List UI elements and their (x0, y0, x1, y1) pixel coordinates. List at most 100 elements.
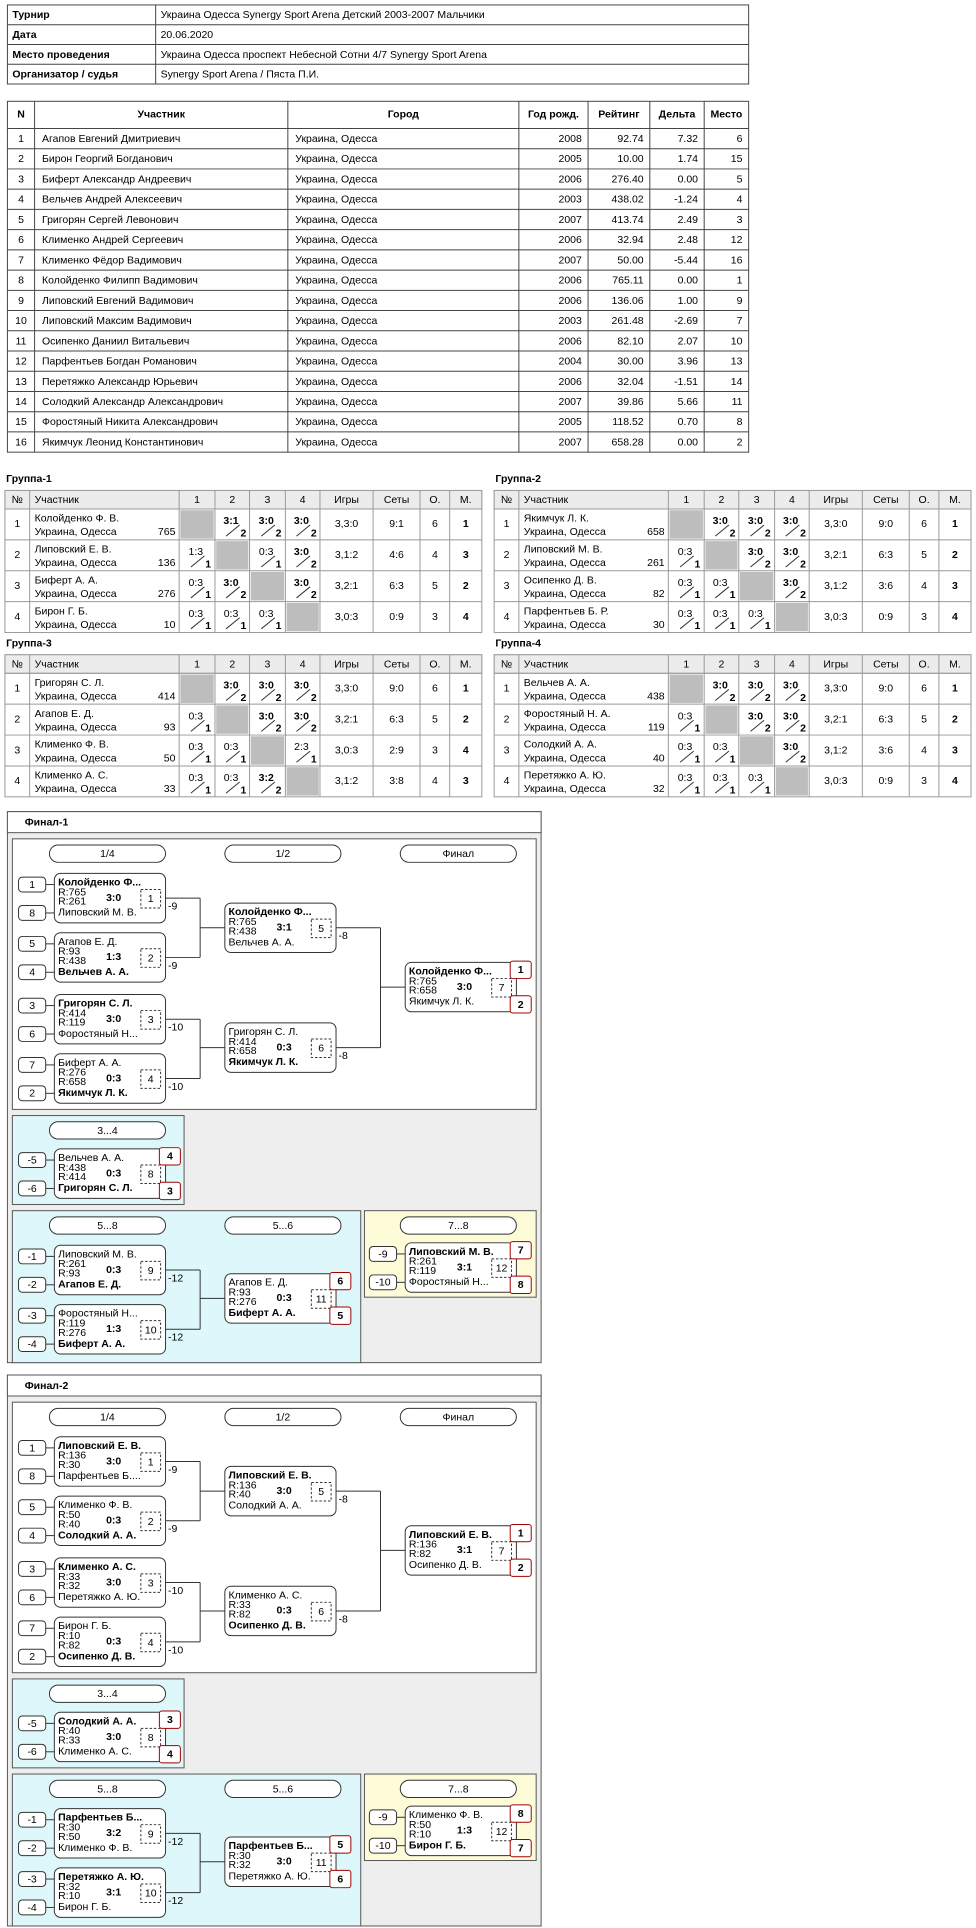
loser-destination: -8 (338, 1050, 347, 1062)
round-label-box (224, 1216, 342, 1235)
match-score: 0:3 (106, 1167, 121, 1179)
game-number-box (140, 948, 162, 968)
match-score: 3:0 (294, 679, 309, 691)
table-cell: Украина, Одесса (295, 335, 377, 347)
header-cell: Год рожд. (528, 109, 579, 121)
player-rating: R:32 (58, 1881, 80, 1893)
group-title: Группа-2 (495, 473, 541, 485)
final-place: 6 (337, 1873, 343, 1885)
player-rating: R:414 (58, 1007, 86, 1019)
table-cell: 2006 (559, 173, 583, 185)
group-points: 6 (921, 683, 927, 695)
match-points: 1 (240, 784, 246, 796)
group-games: 3,1:2 (335, 775, 359, 787)
group-place: 3 (463, 775, 469, 787)
player-name: Агапов Е. Д. (58, 1279, 121, 1291)
player-city: Украина, Одесса (35, 752, 117, 764)
loser-destination: -10 (168, 1585, 183, 1597)
place-box (509, 1804, 532, 1823)
match-score: 3:0 (277, 1485, 292, 1497)
group-points: 3 (921, 611, 927, 623)
seed: -1 (27, 1814, 36, 1826)
table-cell: 8 (18, 275, 24, 287)
match-score: 0:3 (678, 772, 693, 784)
game-number: 2 (148, 1516, 154, 1528)
player-rating: 119 (648, 721, 665, 733)
table-cell: Украина, Одесса (295, 275, 377, 287)
table-cell: 2006 (559, 376, 583, 388)
match-points: 1 (694, 723, 700, 735)
loser-destination: -8 (338, 1613, 347, 1625)
match-points: 2 (800, 589, 806, 601)
group-games: 3,2:1 (824, 549, 848, 561)
game-number: 2 (148, 952, 154, 964)
player-rating: 414 (158, 691, 176, 703)
match-score: 3:0 (748, 679, 763, 691)
match-score: 3:0 (294, 710, 309, 722)
match-box (53, 1495, 167, 1546)
match-score: 3:0 (106, 1576, 121, 1588)
match-points: 1 (240, 754, 246, 766)
score-slash (260, 555, 276, 568)
place-box (329, 1869, 352, 1889)
header-cell: 3 (754, 494, 760, 506)
player-name: Липовский Е. В. (229, 1469, 312, 1481)
final-title: Финал-1 (25, 817, 69, 829)
loser-destination: -12 (168, 1836, 183, 1848)
table-cell: 15 (731, 153, 743, 165)
game-number: 6 (318, 1606, 324, 1618)
match-score: 0:3 (189, 741, 204, 753)
table-cell: 1.74 (678, 153, 699, 165)
score-slash (750, 617, 765, 630)
player-rating: R:33 (229, 1599, 251, 1611)
group-points: 3 (432, 744, 438, 756)
player-rating: 658 (647, 526, 665, 538)
table-cell: 7.32 (678, 133, 699, 145)
score-slash (714, 586, 730, 599)
round-label-box (399, 1407, 517, 1427)
seed: 2 (29, 1088, 35, 1100)
match-score: 0:3 (678, 546, 693, 558)
final-place: 2 (518, 1562, 524, 1574)
match-points: 1 (730, 784, 736, 796)
player-rating: R:765 (229, 916, 257, 928)
player-name: Якимчук Л. К. (524, 513, 589, 525)
game-number: 7 (499, 982, 505, 994)
match-points: 2 (240, 589, 246, 601)
score-slash (679, 781, 694, 794)
header-cell: М. (949, 494, 961, 506)
group-points: 5 (432, 713, 438, 725)
player-rating: R:93 (58, 1267, 80, 1279)
group-points: 4 (432, 549, 438, 561)
group-place: 2 (952, 713, 958, 725)
seed: -6 (27, 1746, 36, 1758)
group-title: Группа-1 (6, 473, 52, 485)
player-name: Якимчук Л. К. (409, 996, 474, 1008)
player-rating: R:658 (229, 1045, 257, 1057)
player-rating: 82 (653, 588, 665, 600)
player-name: Григорян С. Л. (229, 1026, 299, 1038)
round-label: Финал (443, 848, 475, 860)
round-label: 7...8 (448, 1783, 469, 1795)
header-cell: Город (388, 109, 420, 121)
group-place: 4 (463, 744, 469, 756)
table-cell: 3 (18, 173, 24, 185)
seed: -10 (375, 1277, 390, 1289)
match-points: 1 (694, 784, 700, 796)
table-cell: 765.11 (612, 275, 643, 287)
match-points: 2 (800, 723, 806, 735)
game-number: 12 (496, 1263, 508, 1275)
table-cell: Колойденко Филипп Вадимович (42, 275, 198, 287)
seed: 6 (29, 1592, 35, 1604)
score-slash (714, 781, 730, 794)
table-cell: 2005 (559, 153, 583, 165)
player-city: Украина, Одесса (524, 557, 606, 569)
match-points: 2 (276, 723, 282, 735)
match-score: 2:3 (294, 741, 309, 753)
table-cell: 32.94 (617, 234, 643, 246)
score-slash (750, 719, 765, 732)
table-cell: 14 (15, 396, 27, 408)
info-value: Украина Одесса Synergy Sport Arena Детск… (161, 9, 485, 21)
table-cell: -5.44 (674, 254, 698, 266)
player-name: Липовский М. В. (524, 544, 603, 556)
